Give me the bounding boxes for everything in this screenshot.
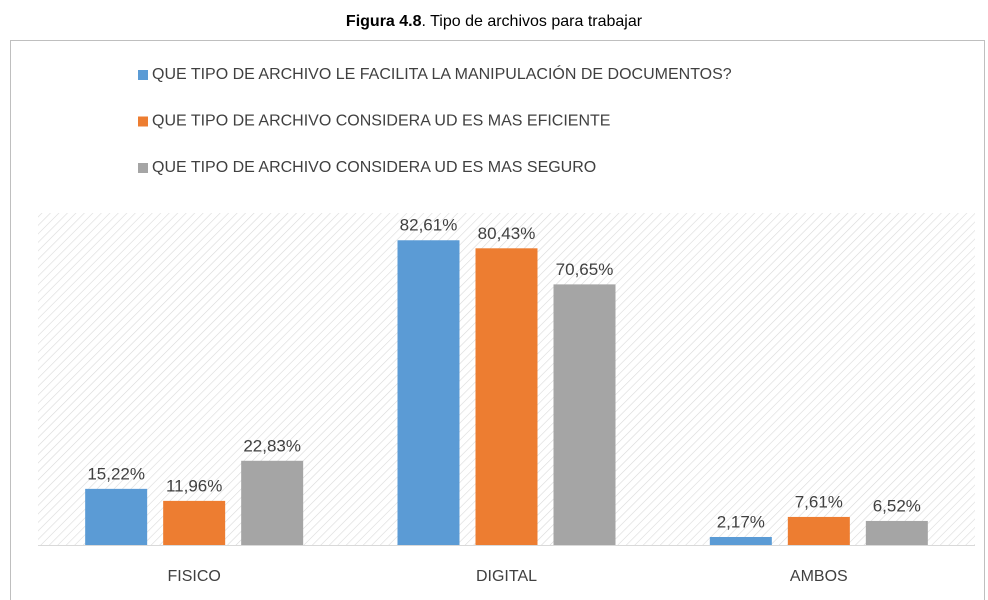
value-label: 7,61% bbox=[795, 492, 843, 511]
legend-swatch bbox=[138, 70, 148, 80]
bar bbox=[865, 520, 928, 545]
value-label: 22,83% bbox=[243, 436, 301, 455]
x-tick-label: AMBOS bbox=[790, 568, 848, 585]
x-tick-label: DIGITAL bbox=[476, 568, 537, 585]
title-text: . Tipo de archivos para trabajar bbox=[422, 13, 643, 30]
legend-swatch bbox=[138, 163, 148, 173]
bar bbox=[553, 284, 616, 545]
legend-swatch bbox=[138, 116, 148, 127]
value-label: 6,52% bbox=[873, 496, 921, 515]
value-label: 82,61% bbox=[400, 216, 458, 235]
value-label: 11,96% bbox=[166, 476, 222, 495]
chart-title: Figura 4.8. Tipo de archivos para trabaj… bbox=[346, 13, 643, 30]
value-label: 80,43% bbox=[478, 224, 536, 243]
title-prefix: Figura 4.8 bbox=[346, 13, 422, 30]
bar bbox=[475, 248, 538, 545]
bar bbox=[397, 240, 460, 545]
bar bbox=[241, 460, 304, 545]
bar bbox=[163, 500, 226, 545]
bar bbox=[787, 516, 850, 545]
legend-label: QUE TIPO DE ARCHIVO CONSIDERA UD ES MAS … bbox=[152, 113, 610, 130]
bar bbox=[85, 488, 148, 545]
legend-label: QUE TIPO DE ARCHIVO LE FACILITA LA MANIP… bbox=[152, 64, 732, 83]
bar bbox=[709, 536, 772, 545]
value-label: 70,65% bbox=[556, 260, 614, 279]
value-label: 15,22% bbox=[87, 464, 145, 483]
x-tick-label: FISICO bbox=[167, 568, 220, 585]
value-label: 2,17% bbox=[717, 512, 765, 531]
legend-label: QUE TIPO DE ARCHIVO CONSIDERA UD ES MAS … bbox=[152, 159, 596, 176]
